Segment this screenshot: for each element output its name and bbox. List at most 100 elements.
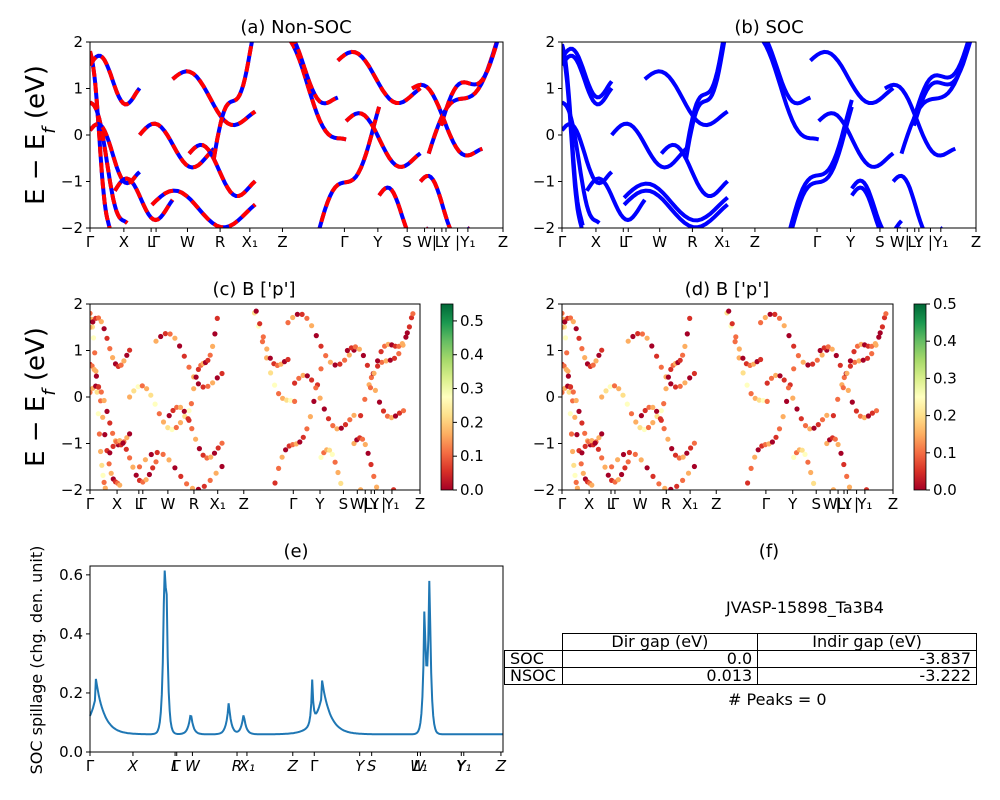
projection-point xyxy=(166,457,172,463)
projection-point xyxy=(135,384,141,390)
xtick-label: L xyxy=(171,757,179,775)
projection-point xyxy=(650,473,656,479)
ytick-label: −2 xyxy=(61,481,83,499)
projection-point xyxy=(579,346,585,352)
projection-point xyxy=(124,352,130,358)
projection-point xyxy=(396,343,402,349)
band-line-nonsoc xyxy=(344,111,422,169)
projection-point xyxy=(169,426,175,433)
table-header-row: Dir gap (eV) Indir gap (eV) xyxy=(505,633,977,651)
table-row: SOC 0.0 -3.837 xyxy=(504,650,977,668)
xtick-label: W xyxy=(185,757,201,775)
xtick-label: Y₁ xyxy=(383,495,399,513)
projection-point xyxy=(750,361,757,367)
xtick-label: Γ xyxy=(139,495,148,513)
projection-point xyxy=(764,398,770,404)
projection-point xyxy=(863,487,870,490)
projection-point xyxy=(567,384,574,390)
projection-point xyxy=(844,370,850,376)
projection-point xyxy=(102,432,108,438)
projection-point xyxy=(142,457,148,463)
projection-point xyxy=(869,351,875,357)
projection-point xyxy=(582,430,588,436)
projection-point xyxy=(173,424,179,431)
projection-point xyxy=(687,315,693,321)
projection-point xyxy=(662,485,668,490)
projection-point xyxy=(847,363,854,369)
row-label: SOC xyxy=(504,650,563,668)
xtick-label: Z xyxy=(498,233,508,251)
panel-e-spillage: (e) SOC spillage (chg. den. unit) 0.0 0.2… xyxy=(27,541,507,775)
projection-point xyxy=(785,385,792,391)
colorbar-tick-label: 0.0 xyxy=(460,481,484,499)
projection-point xyxy=(847,358,854,364)
projection-point xyxy=(680,454,686,460)
projection-point xyxy=(599,455,605,461)
projection-point xyxy=(790,395,796,401)
peaks-count: # Peaks = 0 xyxy=(728,690,827,709)
projection-point xyxy=(825,344,831,350)
projection-point xyxy=(650,420,656,426)
xtick-label: Γ xyxy=(86,233,95,251)
xtick-label: Γ xyxy=(624,233,633,251)
projection-point xyxy=(838,450,844,456)
projection-point xyxy=(276,465,282,471)
projection-point xyxy=(769,439,776,445)
projection-point xyxy=(762,314,768,321)
projection-point xyxy=(856,358,862,364)
xtick-label: W xyxy=(652,233,667,251)
xtick-label: W xyxy=(633,495,648,513)
projection-point xyxy=(346,352,352,358)
ytick-label: 0 xyxy=(545,126,555,144)
projection-point xyxy=(391,487,397,490)
projection-point xyxy=(117,482,123,488)
projection-point xyxy=(786,333,792,339)
projection-point xyxy=(98,448,104,455)
projection-point xyxy=(883,311,889,317)
projection-point xyxy=(92,350,98,356)
panel-b-title: (b) SOC xyxy=(734,17,803,38)
projection-point xyxy=(658,417,664,423)
projection-point xyxy=(810,361,816,367)
band-line-soc xyxy=(610,121,688,170)
projection-point xyxy=(646,404,652,410)
projection-point xyxy=(188,401,194,407)
panel-a-xticks: Γ X LΓ W R X₁ Z Γ Y S W |L₁Y | Y₁ Z xyxy=(86,228,508,251)
projection-point xyxy=(193,374,199,380)
projection-point xyxy=(362,441,368,448)
table-header-indir-gap: Indir gap (eV) xyxy=(757,633,977,651)
projection-point xyxy=(338,425,344,431)
projection-point xyxy=(146,471,152,478)
projection-point xyxy=(152,401,158,407)
projection-point xyxy=(768,375,775,381)
panel-d-colorbar xyxy=(913,303,927,491)
xtick-label: L₁ xyxy=(435,233,449,251)
projection-point xyxy=(95,411,101,417)
panel-c-colorbar-ticks: 0.0 0.1 0.2 0.3 0.4 0.5 xyxy=(453,312,484,499)
projection-point xyxy=(563,366,569,373)
xtick-label: X xyxy=(127,757,139,775)
projection-point xyxy=(616,386,622,392)
projection-point xyxy=(853,408,860,414)
xtick-label: Z xyxy=(495,757,507,775)
projection-point xyxy=(272,480,278,486)
xtick-label: Y xyxy=(913,233,924,251)
xtick-label: R xyxy=(189,495,199,513)
panel-c-ylabel: E − Ef (eV) xyxy=(21,327,60,467)
projection-point xyxy=(589,482,595,488)
projection-point xyxy=(562,335,569,341)
projection-point xyxy=(805,459,811,465)
xtick-label: X xyxy=(591,233,601,251)
band-line-soc xyxy=(562,100,601,225)
projection-point xyxy=(599,347,605,353)
panel-b-bands xyxy=(562,42,973,228)
projection-point xyxy=(403,334,409,340)
projection-point xyxy=(191,386,197,392)
projection-point xyxy=(691,370,698,377)
projection-point xyxy=(669,446,675,452)
projection-point xyxy=(396,351,402,357)
projection-point xyxy=(674,483,680,489)
projection-point xyxy=(684,450,690,456)
